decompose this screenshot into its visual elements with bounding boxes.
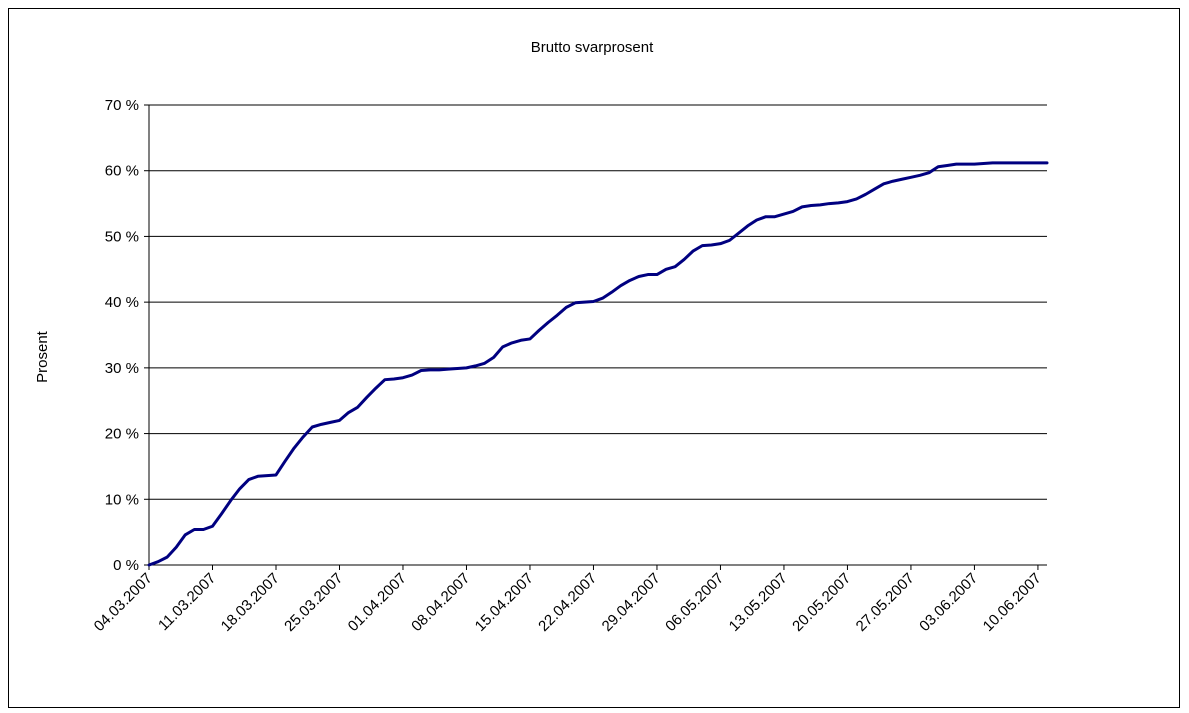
line-chart: Brutto svarprosent Prosent 0 % 10 % 20 % 30…	[34, 39, 1049, 635]
y-tick-label: 10 %	[105, 491, 139, 508]
x-tick-label: 15.04.2007	[472, 570, 537, 635]
series-layer	[147, 161, 1049, 567]
chart-frame: Brutto svarprosent Prosent 0 % 10 % 20 % 30…	[8, 8, 1180, 708]
x-tick-labels: 04.03.2007 11.03.200718.03.200725.03.2007…	[91, 570, 1045, 635]
y-tick-labels: 0 % 10 % 20 % 30 % 40 % 50 % 60 % 70 %	[105, 97, 139, 574]
gridlines	[149, 104, 1047, 500]
x-tick-label: 18.03.2007	[218, 570, 283, 635]
y-tick-label: 40 %	[105, 294, 139, 311]
y-tick-label: 20 %	[105, 426, 139, 443]
x-tick-label: 13.05.2007	[726, 570, 791, 635]
series-line	[147, 161, 1049, 567]
y-tick-label: 30 %	[105, 360, 139, 377]
x-tick-label: 03.06.2007	[916, 570, 981, 635]
x-tick-label: 25.03.2007	[281, 570, 346, 635]
x-tick-label: 06.05.2007	[662, 570, 727, 635]
x-tick-label: 10.06.2007	[980, 570, 1045, 635]
x-tick-label: 08.04.2007	[408, 570, 473, 635]
y-axis-label: Prosent	[34, 330, 51, 383]
x-tick-label: 29.04.2007	[599, 570, 664, 635]
x-tick-label: 04.03.2007	[91, 570, 156, 635]
y-tick-label: 50 %	[105, 228, 139, 245]
x-tick-label: 01.04.2007	[345, 570, 410, 635]
axes	[144, 104, 1047, 570]
x-tick-label: 11.03.2007	[155, 570, 219, 634]
y-tick-label: 60 %	[105, 163, 139, 180]
y-tick-label: 70 %	[105, 97, 139, 114]
x-tick-label: 27.05.2007	[853, 570, 918, 635]
x-tick-label: 20.05.2007	[789, 570, 854, 635]
y-tick-label: 0 %	[113, 557, 139, 574]
x-tick-label: 22.04.2007	[535, 570, 600, 635]
chart-title: Brutto svarprosent	[531, 39, 654, 56]
